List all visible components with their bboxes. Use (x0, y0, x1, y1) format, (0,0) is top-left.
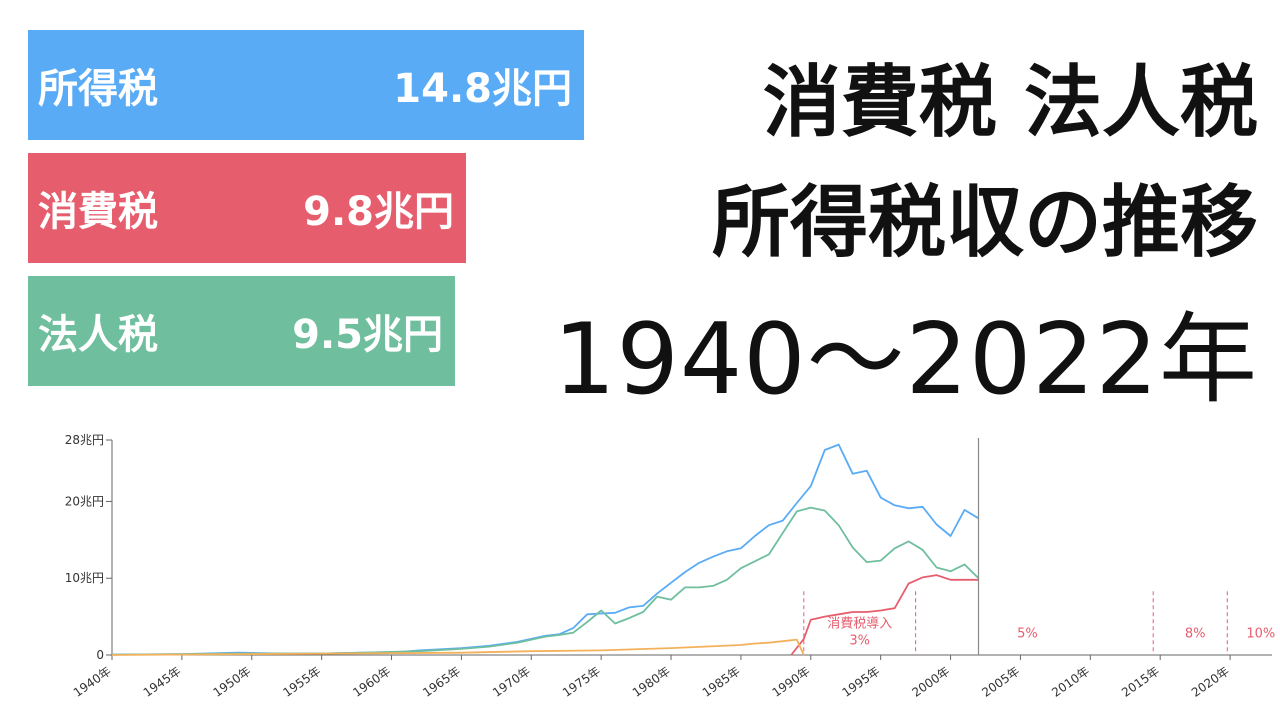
y-tick-label: 0 (96, 648, 104, 662)
legend-consumption-value: 9.8兆円 (303, 189, 454, 235)
title-line-3: 1940〜2022年 (553, 303, 1258, 417)
legend-income-name: 所得税 (38, 66, 158, 112)
series-line-consumption (790, 574, 979, 656)
x-tick-label: 1965年 (420, 664, 463, 700)
consumption-tax-intro-label: 消費税導入 (827, 616, 892, 631)
legend-consumption-box: 消費税 9.8兆円 (28, 153, 466, 263)
series-line-corporate (111, 506, 980, 656)
x-tick-label: 2000年 (909, 664, 952, 700)
x-tick-label: 2010年 (1049, 664, 1092, 700)
x-tick-label: 1985年 (700, 664, 743, 700)
x-tick-label: 1955年 (280, 664, 323, 700)
x-tick-label: 1950年 (211, 664, 254, 700)
x-tick-label: 1940年 (71, 664, 114, 700)
x-tick-label: 2020年 (1189, 664, 1232, 700)
tax-rate-label: 8% (1185, 626, 1206, 641)
x-tick-label: 2005年 (979, 664, 1022, 700)
legend-income-value: 14.8兆円 (393, 66, 572, 112)
x-tick-label: 1995年 (840, 664, 883, 700)
y-tick-label: 28兆円 (65, 433, 104, 447)
x-tick-label: 1970年 (490, 664, 533, 700)
title-line-1: 消費税 法人税 (762, 58, 1258, 148)
y-tick-label: 20兆円 (65, 494, 104, 508)
x-tick-label: 1945年 (141, 664, 184, 700)
legend-income-box: 所得税 14.8兆円 (28, 30, 584, 140)
x-tick-label: 1960年 (350, 664, 393, 700)
series-line-other (111, 638, 805, 656)
x-tick-label: 1980年 (630, 664, 673, 700)
x-tick-label: 1990年 (770, 664, 813, 700)
consumption-tax-intro-rate: 3% (849, 633, 870, 648)
y-tick-label: 10兆円 (65, 571, 104, 585)
legend-corporate-box: 法人税 9.5兆円 (28, 276, 455, 386)
legend-corporate-value: 9.5兆円 (292, 312, 443, 358)
x-tick-label: 2015年 (1119, 664, 1162, 700)
legend-corporate-name: 法人税 (38, 312, 158, 358)
title-line-2: 所得税収の推移 (711, 178, 1258, 268)
tax-revenue-line-chart: 0 10兆円 20兆円 28兆円 1940年 1945年 1950年 1955年 1960年 19… (65, 433, 1276, 700)
legend-consumption-name: 消費税 (38, 189, 158, 235)
tax-rate-label: 10% (1246, 626, 1275, 641)
tax-rate-label: 5% (1017, 626, 1038, 641)
x-tick-label: 1975年 (560, 664, 603, 700)
